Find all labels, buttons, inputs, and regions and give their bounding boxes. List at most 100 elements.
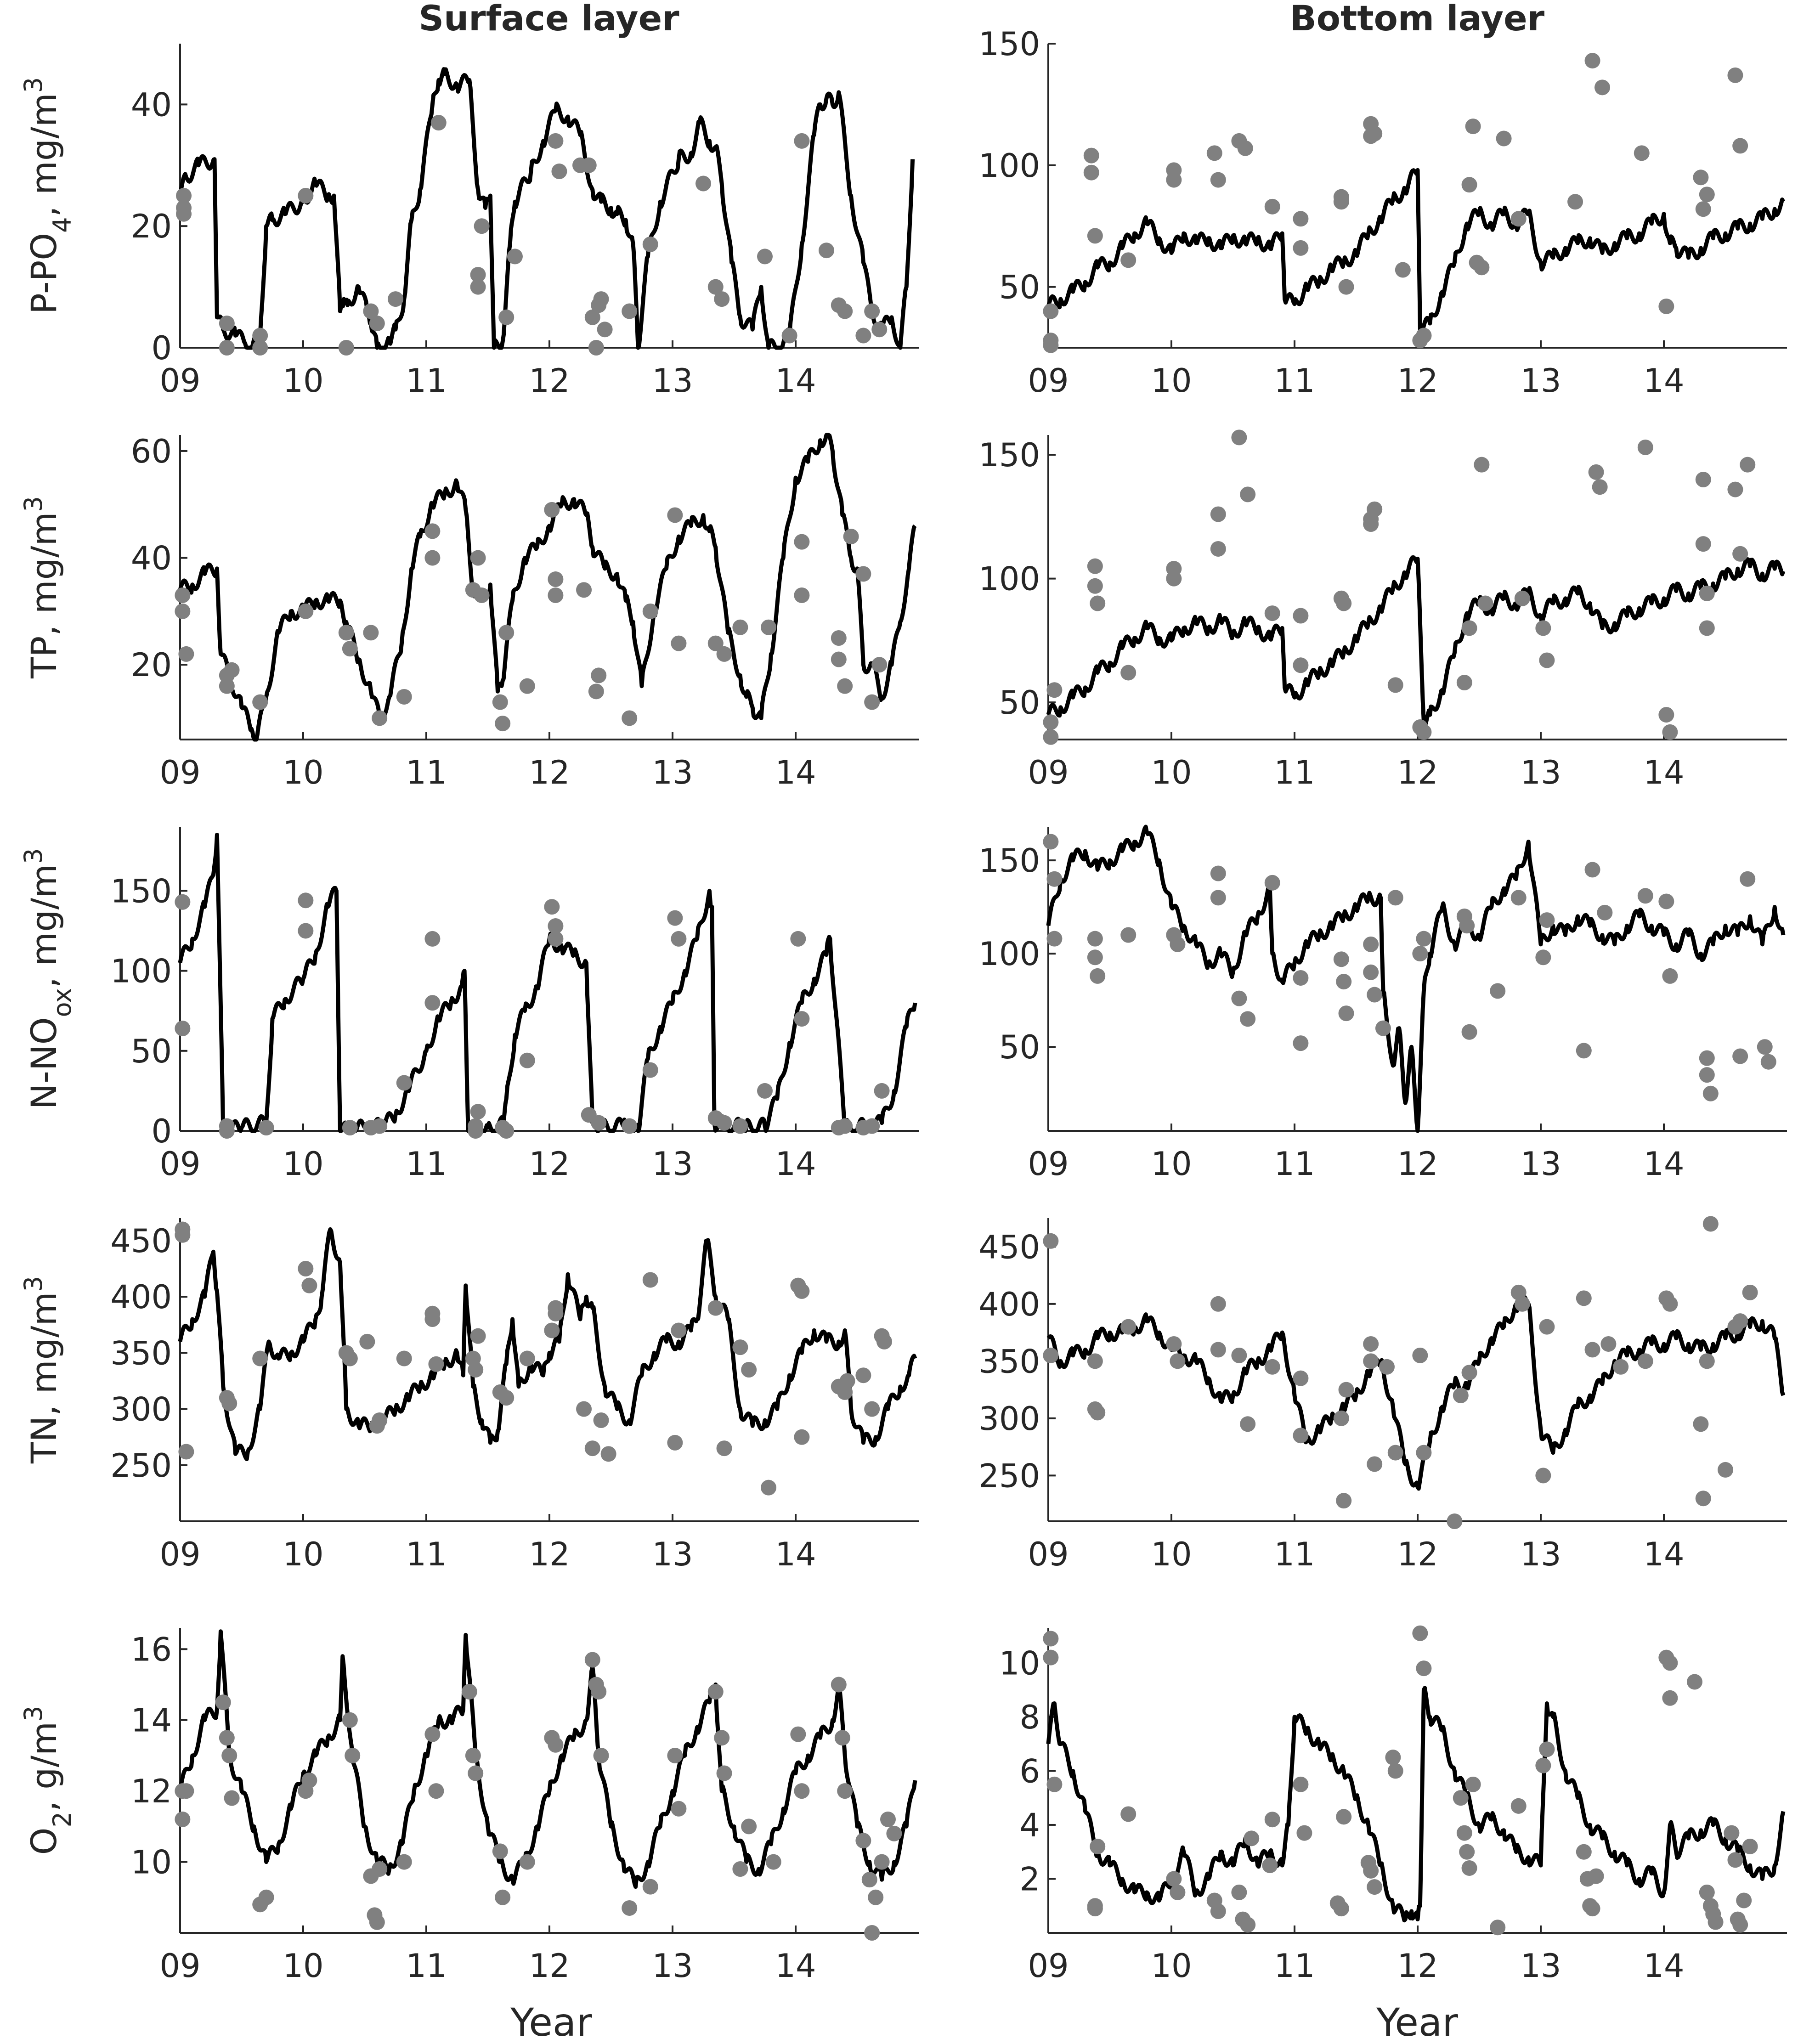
observation-point [1699, 1067, 1715, 1083]
observation-point [1293, 1428, 1309, 1444]
observation-point [1510, 890, 1527, 906]
observation-point [1693, 1416, 1709, 1432]
x-tick-label: 10 [1151, 1145, 1192, 1183]
observation-point [372, 710, 388, 726]
y-tick-label: 10 [999, 1644, 1040, 1682]
observation-point [593, 1747, 609, 1763]
observation-point [298, 188, 314, 203]
observation-point [224, 1790, 240, 1806]
observation-point [855, 1367, 871, 1383]
observation-point [1662, 1655, 1678, 1671]
observation-point [1459, 918, 1475, 934]
x-tick-label: 11 [406, 362, 447, 400]
observation-point [396, 1350, 412, 1366]
observation-point [707, 1683, 724, 1700]
observation-point [1718, 1462, 1733, 1478]
observation-point [667, 507, 683, 523]
observation-point [1166, 172, 1182, 188]
observation-point [1293, 1035, 1309, 1051]
observation-point [1264, 875, 1280, 891]
observation-point [864, 1401, 880, 1417]
observation-point [576, 582, 592, 598]
observation-point [1210, 1903, 1226, 1919]
observation-point [667, 1434, 683, 1451]
observation-point [1367, 125, 1383, 141]
x-tick-label: 13 [652, 754, 693, 791]
observation-point [855, 566, 871, 582]
observation-point [1465, 119, 1481, 135]
observation-point [839, 1373, 855, 1389]
observation-point [424, 931, 441, 947]
y-tick-label: 150 [978, 436, 1040, 474]
observation-point [507, 248, 523, 265]
observation-point [1210, 1296, 1226, 1312]
x-tick-label: 10 [283, 1536, 323, 1573]
panel-surface-o2: 09 10 11 12 13 14 10 12 14 16 O2, g/m3 [19, 1628, 919, 1985]
observation-point [465, 1747, 481, 1763]
x-tick-label: 09 [1028, 362, 1069, 400]
observation-point [1514, 590, 1530, 606]
observation-point [1459, 1844, 1475, 1860]
observation-point [468, 1123, 484, 1139]
x-tick-label: 09 [159, 754, 200, 791]
observation-point [1120, 252, 1136, 268]
y-tick-label: 250 [978, 1457, 1040, 1495]
y-tick-label: 50 [999, 269, 1040, 306]
x-tick-label: 13 [1520, 1536, 1561, 1573]
observation-point [468, 1362, 484, 1378]
observation-point [548, 931, 564, 947]
observation-point [861, 1872, 877, 1888]
observation-point [794, 1283, 810, 1299]
panel-surface-tp: 09 10 11 12 13 14 20 40 60 TP, mg/m3 [19, 433, 919, 791]
observation-point [1090, 1405, 1106, 1421]
observation-point [342, 1712, 358, 1728]
observation-point [1090, 595, 1106, 611]
observation-point [1367, 1456, 1383, 1472]
observation-point [667, 1747, 683, 1763]
observation-point [1535, 1468, 1551, 1484]
observation-point [498, 625, 515, 641]
observation-point [874, 1083, 890, 1099]
x-axis-title-surface: Year [510, 2000, 592, 2044]
observation-point [1699, 585, 1715, 601]
observation-point [1416, 931, 1432, 947]
observation-point [588, 683, 604, 700]
x-tick-label: 14 [1643, 1947, 1684, 1985]
observation-point [221, 1395, 237, 1412]
observation-point [732, 1339, 748, 1355]
observation-point [1567, 194, 1583, 210]
y-tick-label: 350 [978, 1343, 1040, 1380]
observation-point [576, 1401, 592, 1417]
observation-point [831, 1677, 847, 1693]
observation-point [1634, 145, 1650, 161]
observation-point [642, 236, 658, 252]
observation-point [1336, 974, 1352, 990]
y-tick-label: 100 [978, 147, 1040, 185]
x-tick-label: 13 [1520, 362, 1561, 400]
observation-point [178, 646, 194, 662]
y-tick-label: 150 [978, 25, 1040, 63]
observation-point [474, 218, 490, 234]
observation-point [1535, 949, 1551, 966]
observation-point [359, 1333, 375, 1349]
observation-point [1465, 1776, 1481, 1792]
observation-point [1695, 472, 1711, 488]
observation-point [591, 1683, 607, 1700]
observation-point [1170, 1884, 1186, 1900]
observation-point [369, 316, 385, 332]
x-tick-label: 11 [1274, 362, 1315, 400]
y-tick-label: 16 [131, 1631, 172, 1668]
observation-point [1724, 1825, 1740, 1841]
observation-point [424, 550, 441, 566]
observation-point [1687, 1674, 1702, 1690]
observation-point [551, 164, 567, 180]
observation-point [1367, 1879, 1383, 1895]
observation-point [1166, 570, 1182, 587]
observation-point [1363, 936, 1379, 952]
observation-point [396, 1854, 412, 1870]
observation-point [819, 243, 834, 259]
observation-point [1046, 871, 1063, 887]
x-tick-label: 10 [283, 362, 323, 400]
observation-point [1240, 1416, 1256, 1432]
model-line [1046, 1294, 1786, 1491]
